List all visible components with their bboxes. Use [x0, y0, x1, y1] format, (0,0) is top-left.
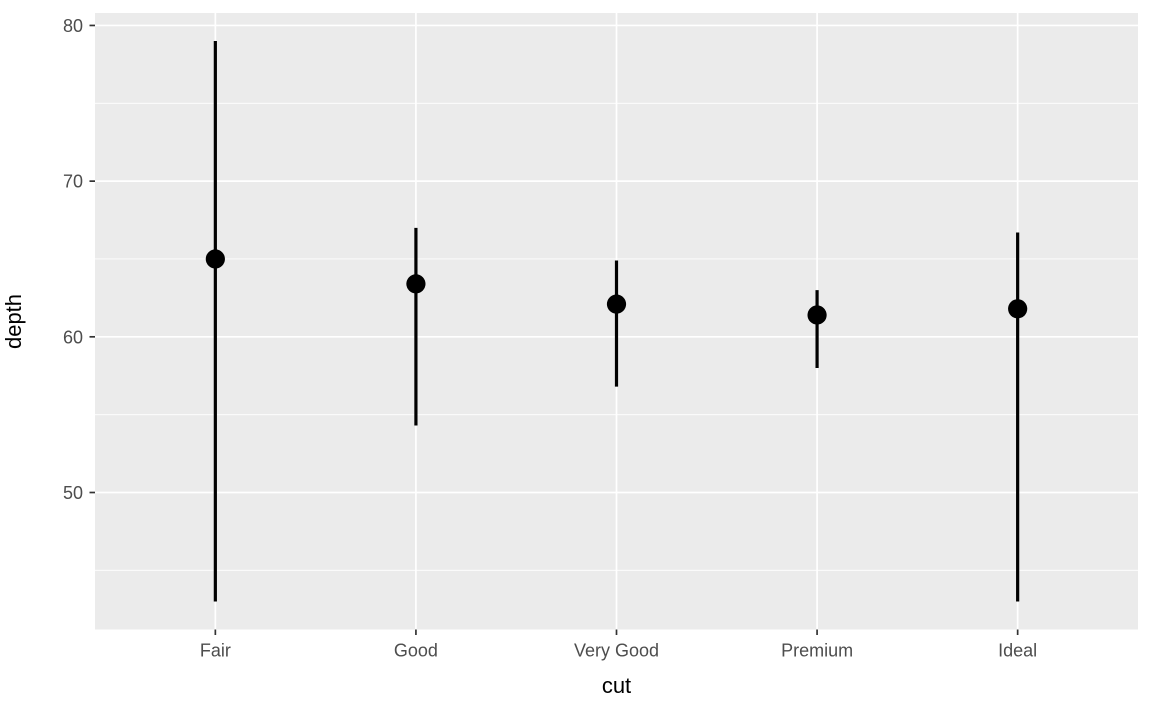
chart-dynamic-layer: 50 60 70 80 Fair Good Very Good Premium Ideal	[63, 13, 1138, 661]
y-axis-tick-label-80: 80	[63, 16, 83, 36]
x-axis-tick-label-ideal: Ideal	[998, 641, 1037, 661]
x-axis-tick-label-very-good: Very Good	[574, 641, 659, 661]
median-point-good	[406, 274, 426, 294]
median-point-ideal	[1008, 299, 1028, 319]
median-point-very-good	[606, 294, 627, 314]
x-axis-title: cut	[602, 673, 631, 698]
y-axis-tick-label-50: 50	[63, 483, 83, 503]
x-axis-tick-label-fair: Fair	[200, 641, 231, 661]
y-axis-tick-label-60: 60	[63, 327, 83, 347]
median-point-fair	[205, 249, 225, 269]
x-axis-tick-label-premium: Premium	[781, 641, 853, 661]
y-axis-title: depth	[1, 294, 26, 349]
median-point-premium	[807, 305, 827, 325]
x-axis-tick-label-good: Good	[394, 641, 438, 661]
y-axis-tick-label-70: 70	[63, 172, 83, 192]
